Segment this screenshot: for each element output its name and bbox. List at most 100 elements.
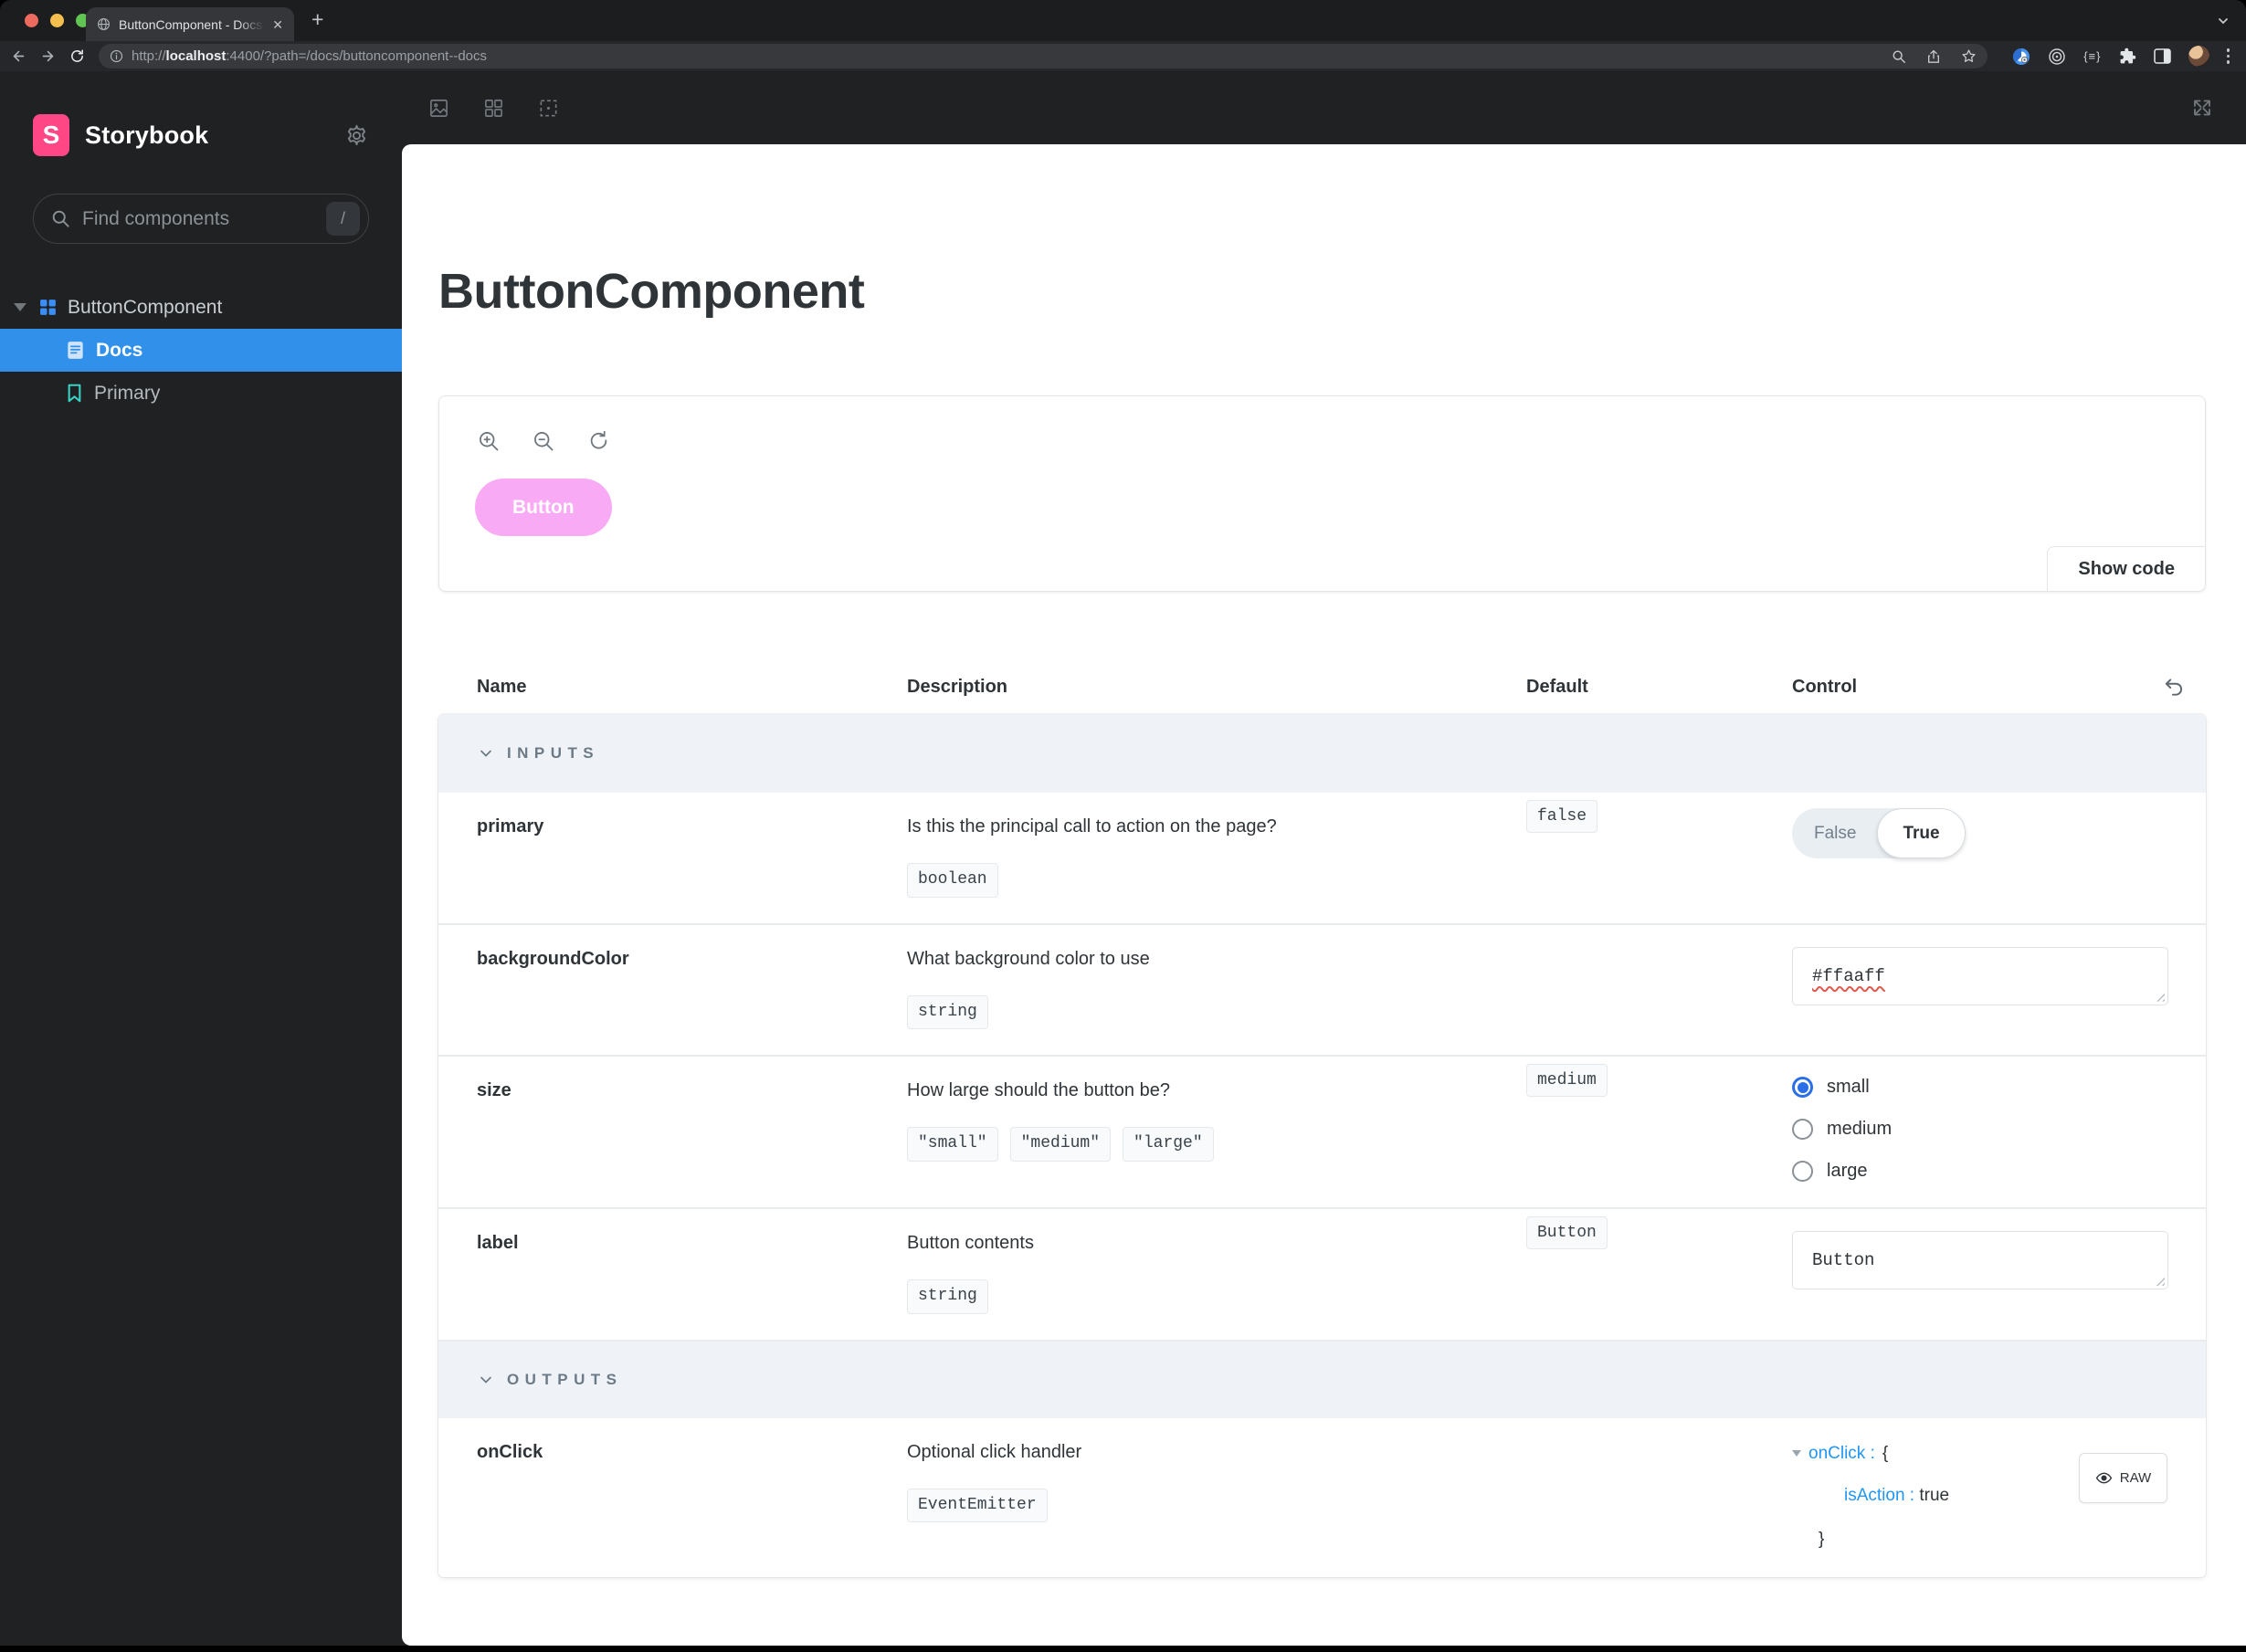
zoom-page-icon[interactable] bbox=[1892, 49, 1906, 64]
arg-description: Is this the principal call to action on … bbox=[907, 816, 1277, 837]
tree-key: isAction : bbox=[1844, 1485, 1915, 1505]
bookmark-star-icon[interactable] bbox=[1961, 48, 1977, 64]
radio-large[interactable]: large bbox=[1792, 1161, 2206, 1183]
search-placeholder: Find components bbox=[82, 207, 230, 229]
fullscreen-icon[interactable] bbox=[2191, 97, 2213, 119]
page-title: ButtonComponent bbox=[438, 264, 865, 319]
radio-icon bbox=[1792, 1077, 1813, 1099]
arg-name: backgroundColor bbox=[477, 948, 629, 969]
toggle-false-option[interactable]: False bbox=[1814, 823, 1857, 843]
label-input[interactable]: Button bbox=[1792, 1231, 2168, 1290]
sidebar-item-buttoncomponent[interactable]: ButtonComponent bbox=[0, 286, 402, 329]
radio-small[interactable]: small bbox=[1792, 1077, 2206, 1099]
tab-close-icon[interactable]: ✕ bbox=[272, 16, 283, 32]
type-chip: boolean bbox=[907, 863, 998, 898]
tree-key: onClick : bbox=[1808, 1443, 1875, 1463]
bookmark-icon bbox=[67, 384, 82, 403]
site-info-icon[interactable] bbox=[110, 49, 123, 63]
tab-search-chevron-icon[interactable] bbox=[2217, 15, 2230, 27]
minimize-window-button[interactable] bbox=[50, 14, 64, 27]
sidebar-item-docs[interactable]: Docs bbox=[0, 329, 402, 372]
backgroundcolor-input[interactable]: #ffaaff bbox=[1792, 946, 2168, 1005]
reload-icon[interactable] bbox=[69, 48, 85, 64]
measure-tool-icon[interactable] bbox=[538, 98, 559, 119]
radio-icon bbox=[1792, 1119, 1813, 1141]
arg-name: primary bbox=[477, 816, 544, 837]
image-tool-icon[interactable] bbox=[428, 98, 449, 119]
address-bar[interactable]: http://localhost:4400/?path=/docs/button… bbox=[99, 44, 1988, 68]
arg-name: onClick bbox=[477, 1441, 543, 1462]
storybook-app: S Storybook Find components / bbox=[0, 71, 2246, 1646]
forward-icon[interactable] bbox=[40, 48, 56, 64]
section-outputs[interactable]: OUTPUTS bbox=[438, 1339, 2206, 1418]
radio-icon bbox=[1792, 1161, 1813, 1183]
type-chip: "small" bbox=[907, 1127, 998, 1162]
type-chip: "large" bbox=[1123, 1127, 1214, 1162]
zoom-out-icon[interactable] bbox=[532, 429, 556, 454]
zoom-reset-icon[interactable] bbox=[586, 429, 611, 454]
arg-description: What background color to use bbox=[907, 948, 1150, 969]
traffic-lights bbox=[25, 14, 90, 27]
args-table: INPUTS primary Is this the principal cal… bbox=[438, 714, 2206, 1577]
document-icon bbox=[67, 341, 84, 360]
profile-avatar[interactable] bbox=[2188, 46, 2209, 67]
type-chip: EventEmitter bbox=[907, 1488, 1048, 1523]
boolean-toggle[interactable]: False True bbox=[1792, 808, 1966, 858]
extension-password-icon[interactable] bbox=[2012, 47, 2030, 66]
share-icon[interactable] bbox=[1926, 49, 1941, 64]
sidebar-item-primary[interactable]: Primary bbox=[0, 372, 402, 415]
raw-toggle-button[interactable]: RAW bbox=[2079, 1452, 2167, 1503]
brand-title: Storybook bbox=[85, 121, 209, 149]
zoom-in-icon[interactable] bbox=[477, 429, 501, 454]
story-preview-card: Button Show code bbox=[438, 395, 2206, 592]
toggle-true-option[interactable]: True bbox=[1877, 808, 1966, 858]
extension-target-icon[interactable] bbox=[2048, 47, 2066, 66]
sidebar-item-label: Primary bbox=[94, 382, 161, 404]
sidebar: S Storybook Find components / bbox=[0, 71, 402, 1646]
arg-description: Optional click handler bbox=[907, 1441, 1082, 1462]
table-row-size: size How large should the button be? "sm… bbox=[438, 1055, 2206, 1208]
chevron-down-icon bbox=[479, 746, 493, 761]
side-panel-icon[interactable] bbox=[2153, 48, 2171, 64]
grid-tool-icon[interactable] bbox=[483, 98, 504, 119]
browser-toolbar: http://localhost:4400/?path=/docs/button… bbox=[0, 41, 2246, 71]
new-tab-button[interactable]: + bbox=[311, 7, 324, 31]
type-chip: string bbox=[907, 1279, 988, 1314]
column-description: Description bbox=[907, 676, 1008, 697]
story-button[interactable]: Button bbox=[475, 479, 612, 536]
preview-zoom-toolbar bbox=[439, 396, 2205, 454]
section-inputs[interactable]: INPUTS bbox=[438, 714, 2206, 793]
arg-name: label bbox=[477, 1233, 519, 1254]
show-code-button[interactable]: Show code bbox=[2047, 546, 2206, 592]
sidebar-item-label: Docs bbox=[96, 339, 143, 361]
close-window-button[interactable] bbox=[25, 14, 38, 27]
table-row-primary: primary Is this the principal call to ac… bbox=[438, 793, 2206, 923]
canvas-toolbar bbox=[402, 71, 2246, 144]
column-control: Control bbox=[1792, 676, 1858, 697]
arg-description: Button contents bbox=[907, 1233, 1034, 1254]
back-icon[interactable] bbox=[11, 48, 26, 64]
chevron-down-icon bbox=[479, 1373, 493, 1387]
type-chip: string bbox=[907, 994, 988, 1030]
extensions-puzzle-icon[interactable] bbox=[2119, 47, 2136, 65]
table-row-label: label Button contents string Button Butt… bbox=[438, 1207, 2206, 1340]
docs-canvas: ButtonComponent bbox=[402, 144, 2246, 1646]
table-row-backgroundcolor: backgroundColor What background color to… bbox=[438, 922, 2206, 1056]
args-table-header: Name Description Default Control bbox=[438, 675, 2206, 699]
table-row-onclick: onClick Optional click handler EventEmit… bbox=[438, 1417, 2206, 1577]
url-text: http://localhost:4400/?path=/docs/button… bbox=[132, 48, 488, 64]
storybook-logo[interactable]: S bbox=[33, 114, 69, 156]
browser-menu-icon[interactable] bbox=[2226, 48, 2230, 64]
search-input[interactable]: Find components / bbox=[33, 194, 369, 244]
expander-caret-icon[interactable] bbox=[14, 303, 26, 311]
default-chip: false bbox=[1526, 800, 1598, 833]
globe-favicon-icon bbox=[97, 17, 111, 31]
tree-collapse-caret-icon[interactable] bbox=[1792, 1450, 1801, 1457]
gear-icon[interactable] bbox=[344, 123, 369, 148]
radio-medium[interactable]: medium bbox=[1792, 1119, 2206, 1141]
browser-tab[interactable]: ButtonComponent - Docs · Sto ✕ bbox=[86, 7, 294, 41]
sidebar-item-label: ButtonComponent bbox=[68, 296, 223, 318]
extension-braces-icon[interactable]: {≡} bbox=[2083, 49, 2102, 63]
reset-controls-icon[interactable] bbox=[2162, 675, 2206, 699]
